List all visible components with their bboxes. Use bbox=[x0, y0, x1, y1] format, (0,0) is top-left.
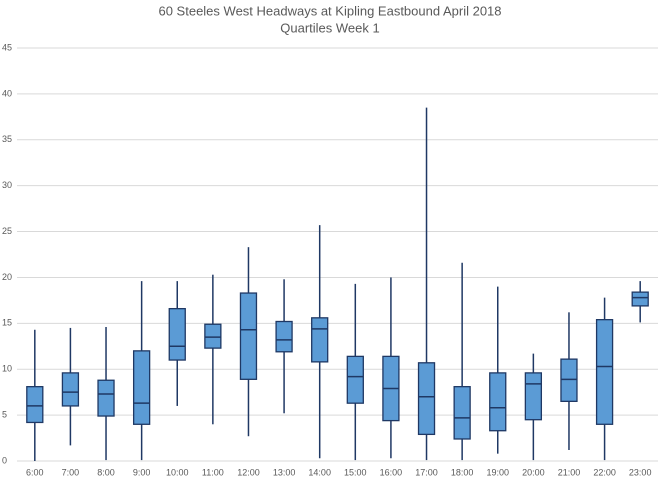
x-tick-label: 6:00 bbox=[26, 467, 44, 477]
y-tick-label: 45 bbox=[2, 42, 12, 52]
box bbox=[168, 307, 186, 361]
y-tick-label: 35 bbox=[2, 134, 12, 144]
box bbox=[26, 386, 44, 424]
x-tick-label: 17:00 bbox=[415, 467, 438, 477]
box bbox=[346, 355, 364, 404]
y-tick-label: 25 bbox=[2, 226, 12, 236]
y-tick-label: 10 bbox=[2, 364, 12, 374]
x-tick-label: 16:00 bbox=[380, 467, 403, 477]
chart-title: 60 Steeles West Headways at Kipling East… bbox=[158, 3, 501, 18]
x-tick-label: 22:00 bbox=[593, 467, 616, 477]
box bbox=[595, 319, 614, 425]
box bbox=[132, 350, 151, 425]
box bbox=[239, 292, 258, 380]
x-tick-label: 20:00 bbox=[522, 467, 545, 477]
chart-subtitle: Quartiles Week 1 bbox=[280, 20, 379, 35]
box bbox=[204, 323, 222, 349]
x-tick-label: 9:00 bbox=[133, 467, 151, 477]
x-tick-label: 15:00 bbox=[344, 467, 367, 477]
x-tick-label: 10:00 bbox=[166, 467, 189, 477]
x-tick-label: 19:00 bbox=[486, 467, 509, 477]
x-tick-label: 13:00 bbox=[273, 467, 296, 477]
x-tick-label: 7:00 bbox=[62, 467, 80, 477]
box bbox=[275, 320, 293, 353]
box bbox=[311, 317, 329, 363]
y-tick-label: 15 bbox=[2, 318, 12, 328]
y-tick-label: 5 bbox=[2, 409, 7, 419]
x-tick-label: 8:00 bbox=[97, 467, 115, 477]
y-tick-label: 0 bbox=[2, 455, 7, 465]
x-tick-label: 11:00 bbox=[202, 467, 224, 477]
x-tick-label: 21:00 bbox=[558, 467, 581, 477]
box bbox=[524, 372, 543, 421]
box bbox=[61, 372, 80, 407]
x-tick-label: 14:00 bbox=[308, 467, 331, 477]
box bbox=[560, 358, 578, 402]
y-tick-label: 40 bbox=[2, 88, 12, 98]
x-tick-label: 18:00 bbox=[451, 467, 474, 477]
x-tick-label: 23:00 bbox=[629, 467, 652, 477]
box bbox=[631, 291, 649, 307]
y-tick-label: 30 bbox=[2, 180, 12, 190]
box bbox=[417, 362, 436, 436]
box bbox=[489, 372, 507, 432]
x-tick-label: 12:00 bbox=[237, 467, 260, 477]
box bbox=[453, 386, 471, 440]
box bbox=[97, 379, 115, 417]
y-tick-label: 20 bbox=[2, 272, 12, 282]
